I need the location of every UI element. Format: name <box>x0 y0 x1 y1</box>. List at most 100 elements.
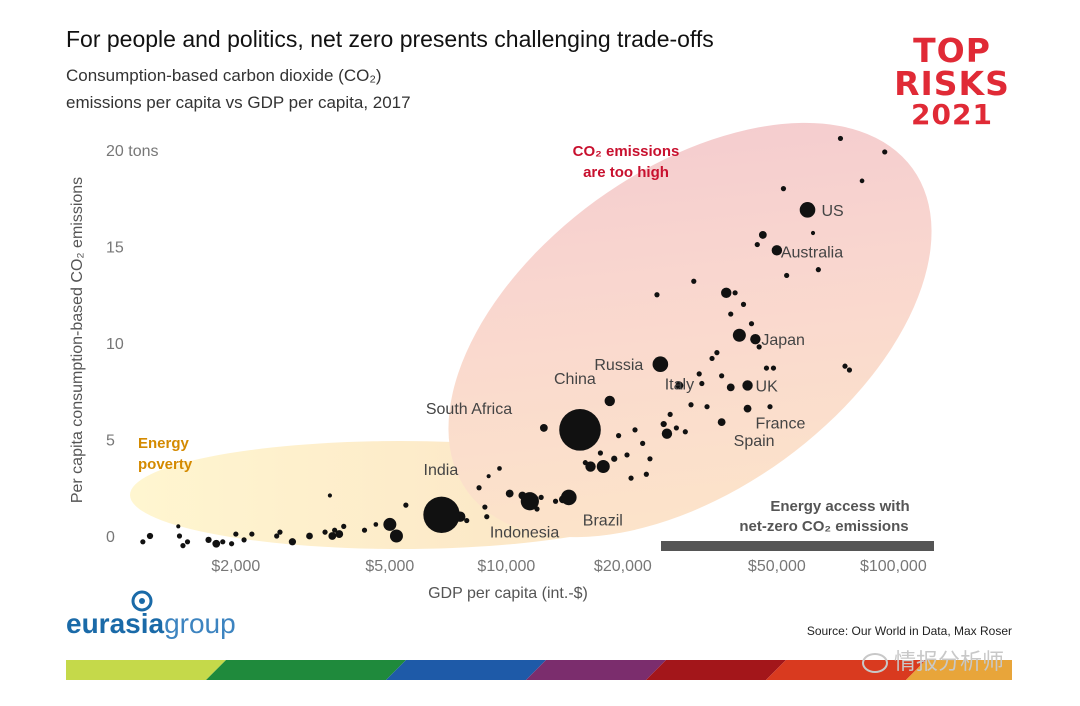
country-point <box>520 492 539 511</box>
labeled-points: US Australia Japan Russia Italy UK FranceSpain… <box>423 202 844 541</box>
x-tick-label: $5,000 <box>365 558 414 575</box>
data-point <box>846 367 853 373</box>
data-point <box>373 522 379 527</box>
y-tick-label: 20 tons <box>106 143 158 160</box>
data-point <box>176 533 183 539</box>
country-point <box>423 496 460 533</box>
country-point <box>771 245 783 256</box>
x-tick-label: $100,000 <box>860 558 927 575</box>
energy-access-line-1: Energy access with <box>770 498 909 515</box>
country-point <box>726 383 735 392</box>
data-point <box>288 538 297 546</box>
country-label: India <box>424 462 459 479</box>
data-point <box>709 355 715 362</box>
logo-accent-text: group <box>164 608 236 639</box>
data-point <box>770 365 777 371</box>
data-point <box>740 301 747 307</box>
country-label: Brazil <box>583 512 623 529</box>
data-point <box>604 395 615 407</box>
country-point <box>559 409 601 451</box>
x-tick-label: $20,000 <box>594 558 652 575</box>
data-point <box>810 230 816 236</box>
country-point <box>652 356 669 373</box>
data-point <box>714 350 720 356</box>
data-point <box>654 292 660 298</box>
data-point <box>704 404 710 410</box>
country-label: Russia <box>594 357 643 374</box>
data-point <box>241 537 247 543</box>
data-point <box>719 373 725 379</box>
data-point <box>335 530 344 538</box>
data-point <box>482 504 488 510</box>
data-point <box>140 539 146 545</box>
data-point <box>538 494 544 500</box>
country-point <box>561 489 577 506</box>
data-point <box>180 543 186 549</box>
emissions-too-high-line-1: CO₂ emissions <box>573 143 680 160</box>
data-point <box>596 460 610 474</box>
country-label: Japan <box>761 332 805 349</box>
data-point <box>229 541 235 547</box>
badge-line-2: RISKS <box>894 64 1010 103</box>
data-point <box>675 381 684 390</box>
data-point <box>647 456 653 462</box>
subtitle-line-2: emissions per capita vs GDP per capita, … <box>66 93 411 112</box>
data-point <box>688 402 694 408</box>
data-point <box>859 178 865 184</box>
data-point <box>837 135 844 142</box>
country-point <box>539 424 548 432</box>
data-point <box>660 420 667 428</box>
data-point <box>815 267 821 273</box>
data-point <box>732 290 738 296</box>
data-point <box>728 311 734 317</box>
data-point <box>780 186 787 192</box>
badge-line-1: TOP <box>913 31 991 70</box>
country-label: UK <box>756 378 779 395</box>
data-point <box>748 321 755 327</box>
data-point <box>176 524 181 529</box>
data-point <box>767 404 773 410</box>
eurasia-logo-icon <box>131 590 153 612</box>
data-point <box>628 475 634 481</box>
data-point <box>220 539 226 545</box>
eurasia-group-logo: eurasiagroup <box>66 608 236 640</box>
emissions-too-high-line-2: are too high <box>583 164 669 181</box>
data-point <box>383 517 397 531</box>
data-point <box>882 149 888 155</box>
x-tick-label: $10,000 <box>477 558 535 575</box>
data-point <box>146 532 154 540</box>
data-point <box>754 241 760 248</box>
badge-year: 2021 <box>911 98 993 131</box>
data-point <box>403 502 409 508</box>
data-point <box>497 466 502 471</box>
top-risks-badge: TOP RISKS 2021 <box>886 34 1018 130</box>
x-axis-label: GDP per capita (int.-$) <box>428 585 588 602</box>
data-point <box>699 380 705 387</box>
data-point <box>667 411 673 418</box>
y-tick-label: 0 <box>106 529 115 546</box>
data-point <box>756 344 762 350</box>
y-axis-ticks: 0 5 10 15 20 tons <box>106 143 158 546</box>
data-point <box>758 231 767 239</box>
data-point <box>274 533 280 539</box>
data-point <box>732 328 746 342</box>
energy-access-line-2: net-zero CO₂ emissions <box>739 518 908 535</box>
data-point <box>322 529 328 535</box>
x-tick-label: $50,000 <box>748 558 806 575</box>
data-point <box>673 425 679 431</box>
data-point <box>341 523 347 529</box>
x-tick-label: $2,000 <box>211 558 260 575</box>
data-point <box>597 450 604 456</box>
data-point <box>611 455 618 462</box>
data-point <box>552 498 559 504</box>
data-point <box>277 529 283 535</box>
country-label: US <box>822 203 844 220</box>
data-point <box>361 527 368 533</box>
country-label: Australia <box>781 244 843 261</box>
data-point <box>842 363 848 369</box>
data-point <box>691 278 697 284</box>
data-point <box>721 287 732 299</box>
data-point <box>624 452 630 458</box>
country-label: Spain <box>734 433 775 450</box>
